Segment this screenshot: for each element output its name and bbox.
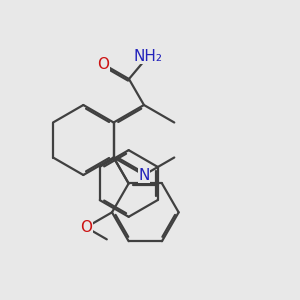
Text: NH₂: NH₂ xyxy=(134,49,163,64)
Text: N: N xyxy=(138,167,150,182)
Text: O: O xyxy=(97,56,109,71)
Text: O: O xyxy=(80,220,92,235)
